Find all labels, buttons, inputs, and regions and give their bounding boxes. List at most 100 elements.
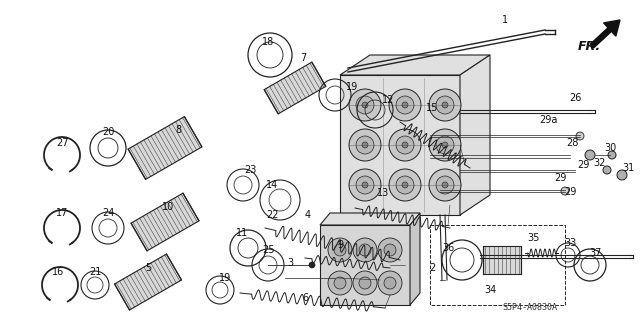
Text: 7: 7 xyxy=(300,53,306,63)
Circle shape xyxy=(576,132,584,140)
Text: 33: 33 xyxy=(564,238,576,248)
Circle shape xyxy=(402,182,408,188)
Polygon shape xyxy=(340,55,490,75)
Circle shape xyxy=(389,129,421,161)
Circle shape xyxy=(617,170,627,180)
Polygon shape xyxy=(410,213,420,305)
Circle shape xyxy=(362,102,368,108)
Circle shape xyxy=(429,89,461,121)
Circle shape xyxy=(334,275,340,281)
Circle shape xyxy=(309,262,315,268)
Text: S5P4-A0830A: S5P4-A0830A xyxy=(502,303,557,313)
Circle shape xyxy=(436,96,454,114)
Circle shape xyxy=(384,277,396,289)
Text: 8: 8 xyxy=(175,125,181,135)
Text: 29: 29 xyxy=(577,160,589,170)
Polygon shape xyxy=(320,213,420,225)
Circle shape xyxy=(436,176,454,194)
Circle shape xyxy=(353,238,377,262)
Circle shape xyxy=(608,151,616,159)
Circle shape xyxy=(429,169,461,201)
Polygon shape xyxy=(128,116,202,180)
Text: 29a: 29a xyxy=(539,115,557,125)
Circle shape xyxy=(396,96,414,114)
Text: 6: 6 xyxy=(302,293,308,303)
FancyArrow shape xyxy=(590,20,620,48)
Text: 29: 29 xyxy=(564,187,576,197)
Circle shape xyxy=(378,271,402,295)
Text: 23: 23 xyxy=(244,165,256,175)
Bar xyxy=(430,225,565,305)
Text: 22: 22 xyxy=(266,210,278,220)
Text: 27: 27 xyxy=(56,138,68,148)
Circle shape xyxy=(603,166,611,174)
Text: 28: 28 xyxy=(566,138,578,148)
Circle shape xyxy=(442,102,448,108)
Text: 26: 26 xyxy=(569,93,581,103)
Circle shape xyxy=(356,136,374,154)
Text: 35: 35 xyxy=(527,233,539,243)
Circle shape xyxy=(328,238,352,262)
Text: 11: 11 xyxy=(236,228,248,238)
Circle shape xyxy=(585,150,595,160)
Text: 24: 24 xyxy=(102,208,114,218)
Text: 20: 20 xyxy=(102,127,114,137)
Circle shape xyxy=(334,277,346,289)
Polygon shape xyxy=(460,55,490,215)
Text: 10: 10 xyxy=(162,202,174,212)
Text: 13: 13 xyxy=(377,188,389,198)
Text: 32: 32 xyxy=(594,158,606,168)
Polygon shape xyxy=(483,246,521,274)
Circle shape xyxy=(362,142,368,148)
Text: 9: 9 xyxy=(337,240,343,250)
Circle shape xyxy=(389,169,421,201)
Text: 19: 19 xyxy=(346,82,358,92)
Circle shape xyxy=(396,136,414,154)
Text: 31: 31 xyxy=(622,163,634,173)
Circle shape xyxy=(384,244,396,256)
Text: 14: 14 xyxy=(266,180,278,190)
Text: 18: 18 xyxy=(262,37,274,47)
Text: 4: 4 xyxy=(305,210,311,220)
Text: 30: 30 xyxy=(604,143,616,153)
Text: 36: 36 xyxy=(442,243,454,253)
Circle shape xyxy=(359,277,371,289)
Text: 29: 29 xyxy=(554,173,566,183)
Polygon shape xyxy=(320,225,410,305)
Text: 1: 1 xyxy=(502,15,508,25)
Circle shape xyxy=(429,129,461,161)
Circle shape xyxy=(353,271,377,295)
Circle shape xyxy=(328,271,352,295)
Circle shape xyxy=(396,176,414,194)
Circle shape xyxy=(334,244,346,256)
Polygon shape xyxy=(115,254,182,310)
Circle shape xyxy=(356,176,374,194)
Polygon shape xyxy=(340,75,460,215)
Circle shape xyxy=(349,129,381,161)
Text: 2: 2 xyxy=(429,263,435,273)
Circle shape xyxy=(442,142,448,148)
Circle shape xyxy=(402,102,408,108)
Text: 5: 5 xyxy=(145,263,151,273)
Text: 17: 17 xyxy=(56,208,68,218)
Circle shape xyxy=(561,187,569,195)
Text: 34: 34 xyxy=(484,285,496,295)
Text: 25: 25 xyxy=(262,245,275,255)
Circle shape xyxy=(378,238,402,262)
Text: 37: 37 xyxy=(590,248,602,258)
Text: 3: 3 xyxy=(287,258,293,268)
Circle shape xyxy=(349,89,381,121)
Circle shape xyxy=(402,142,408,148)
Circle shape xyxy=(349,169,381,201)
Circle shape xyxy=(356,96,374,114)
Text: 12: 12 xyxy=(382,95,394,105)
Circle shape xyxy=(436,136,454,154)
Polygon shape xyxy=(264,62,326,114)
Circle shape xyxy=(359,244,371,256)
Polygon shape xyxy=(131,193,199,251)
Text: 15: 15 xyxy=(426,103,438,113)
Circle shape xyxy=(362,182,368,188)
Circle shape xyxy=(442,182,448,188)
Text: 19: 19 xyxy=(219,273,231,283)
Text: FR.: FR. xyxy=(578,39,601,52)
